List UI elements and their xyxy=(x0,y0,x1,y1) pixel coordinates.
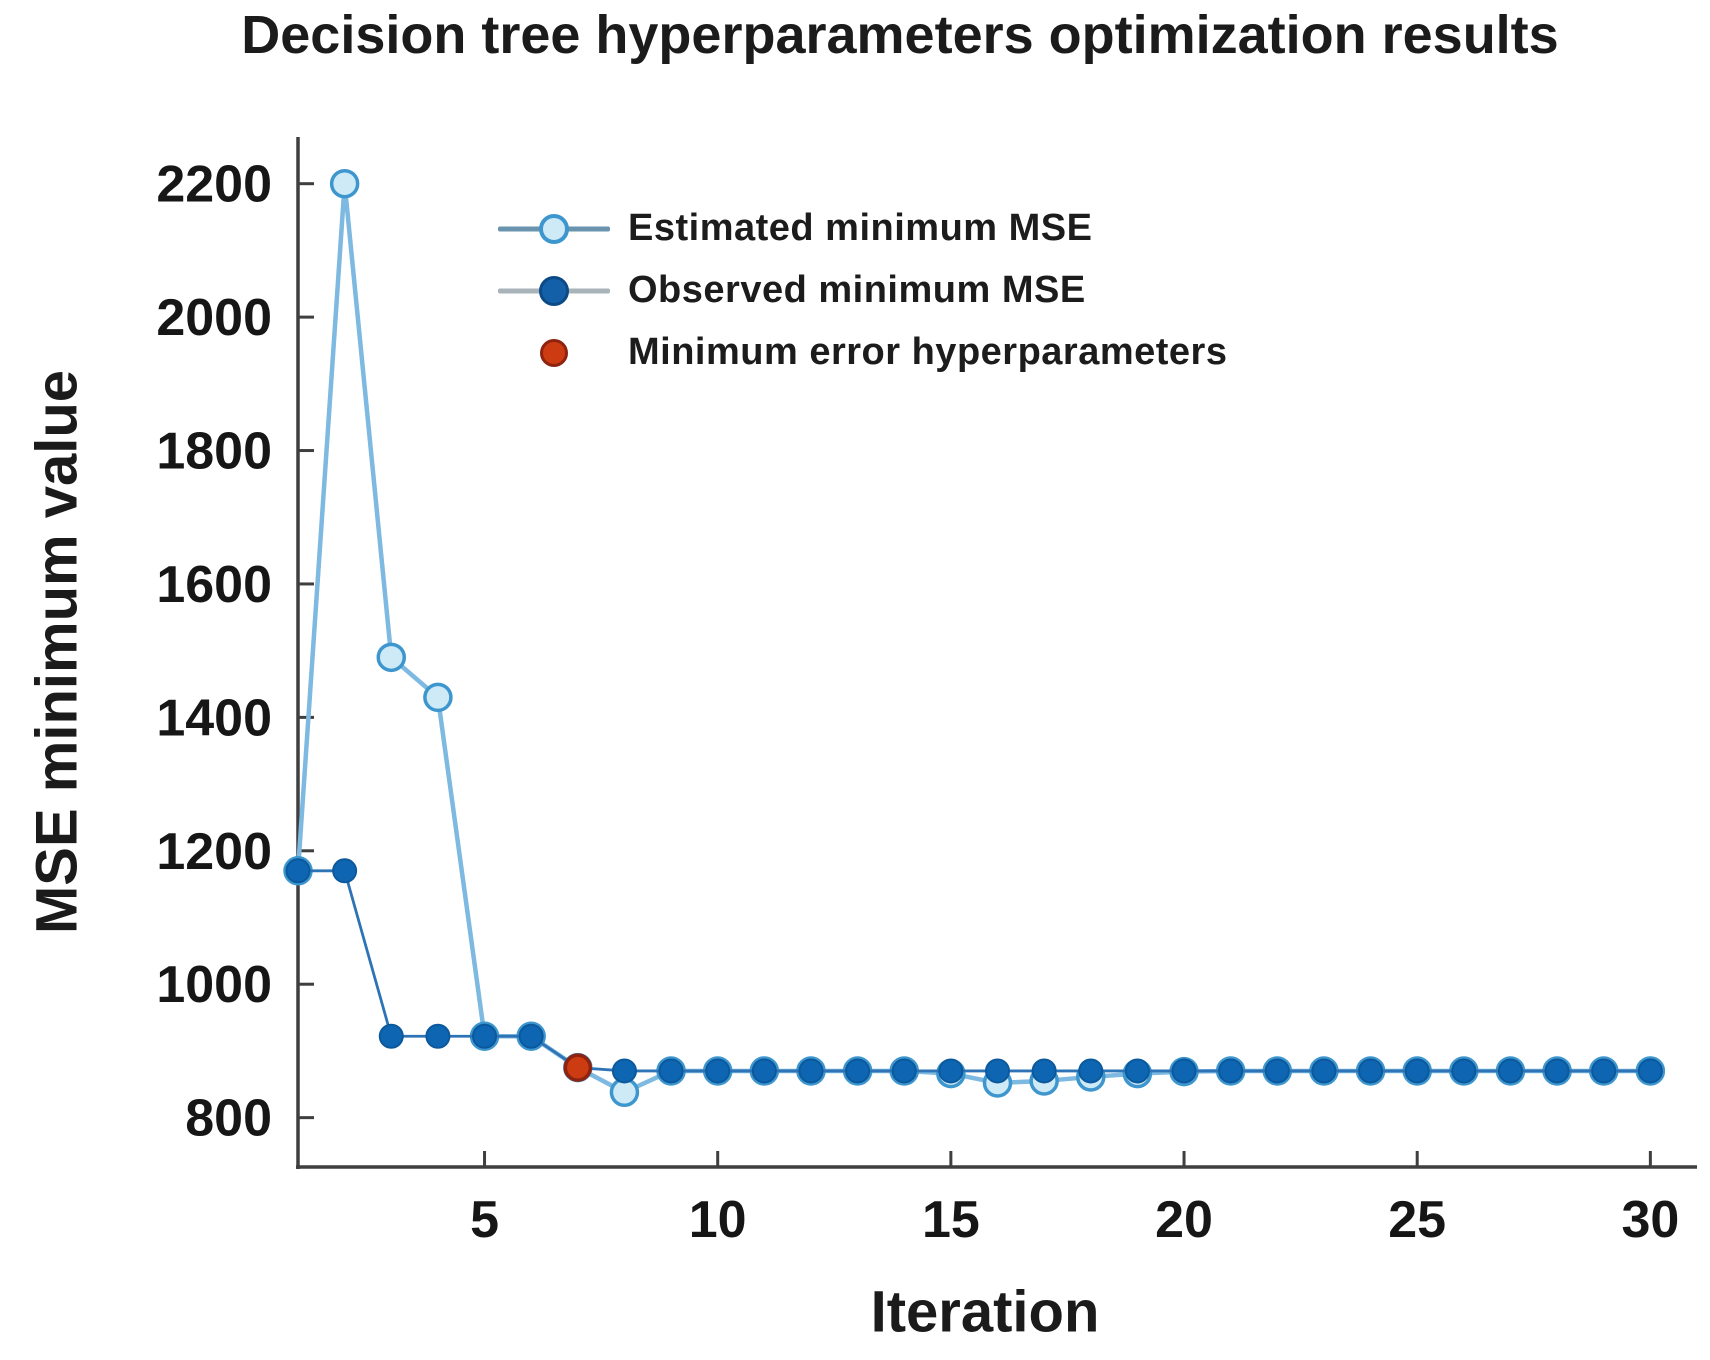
estimated-data-point xyxy=(423,682,453,713)
observed-data-point xyxy=(1078,1058,1104,1084)
y-tick-label: 2200 xyxy=(156,156,272,214)
min-error-data-point xyxy=(563,1053,593,1082)
observed-series-swatch-icon xyxy=(498,272,610,310)
legend-label-estimated: Estimated minimum MSE xyxy=(628,207,1093,249)
estimated-data-point xyxy=(376,642,407,673)
observed-data-point xyxy=(1497,1058,1523,1084)
y-tick-label: 1000 xyxy=(156,956,272,1014)
legend-label-observed: Observed minimum MSE xyxy=(628,269,1086,311)
observed-data-point xyxy=(425,1023,451,1049)
observed-data-point xyxy=(1311,1058,1337,1084)
observed-series-line xyxy=(298,869,1651,1073)
observed-data-point xyxy=(1404,1058,1430,1084)
y-tick-label: 2000 xyxy=(156,289,272,347)
x-tick-label: 5 xyxy=(470,1191,499,1249)
estimated-data-point xyxy=(329,168,360,199)
estimated-marker-icon xyxy=(539,213,569,244)
observed-data-point xyxy=(1544,1058,1570,1084)
legend-item-min-error: Minimum error hyperparameters xyxy=(498,326,1227,379)
observed-data-point xyxy=(378,1023,404,1049)
legend-item-observed: Observed minimum MSE xyxy=(498,264,1227,317)
observed-data-point xyxy=(985,1058,1010,1084)
x-tick-label: 15 xyxy=(922,1191,980,1249)
x-tick-label: 30 xyxy=(1621,1191,1679,1249)
min-error-swatch-icon xyxy=(498,334,610,372)
observed-data-point xyxy=(1171,1058,1197,1084)
min-error-marker-icon xyxy=(540,338,568,367)
observed-data-point xyxy=(1124,1058,1150,1084)
x-tick-label: 10 xyxy=(689,1191,747,1249)
observed-data-point xyxy=(1637,1058,1663,1084)
observed-data-point xyxy=(1264,1058,1290,1084)
y-tick-label: 1800 xyxy=(156,423,272,481)
observed-data-point xyxy=(705,1058,731,1084)
observed-data-point xyxy=(518,1023,544,1049)
observed-data-point xyxy=(1591,1058,1617,1084)
y-tick-label: 1400 xyxy=(156,689,272,747)
chart-title: Decision tree hyperparameters optimizati… xyxy=(241,5,1559,65)
observed-data-point xyxy=(332,858,358,884)
legend-label-min-error: Minimum error hyperparameters xyxy=(628,331,1228,373)
x-tick-label: 20 xyxy=(1155,1191,1213,1249)
observed-data-point xyxy=(611,1058,637,1084)
observed-data-point xyxy=(285,858,311,884)
legend-item-estimated: Estimated minimum MSE xyxy=(498,202,1227,255)
observed-data-point xyxy=(1451,1058,1477,1084)
observed-data-point xyxy=(472,1023,498,1049)
observed-data-point xyxy=(891,1058,917,1084)
legend: Estimated minimum MSE Observed minimum M… xyxy=(498,202,1227,379)
y-tick-label: 1600 xyxy=(156,556,272,614)
observed-data-point xyxy=(845,1058,871,1084)
y-tick-label: 1200 xyxy=(156,823,272,881)
observed-data-point xyxy=(751,1058,777,1084)
observed-data-point xyxy=(1218,1058,1244,1084)
observed-data-point xyxy=(938,1058,964,1084)
x-tick-label: 25 xyxy=(1388,1191,1446,1249)
x-axis-label: Iteration xyxy=(870,1279,1100,1345)
observed-data-point xyxy=(658,1058,684,1084)
observed-data-point xyxy=(798,1058,824,1084)
estimated-series-swatch-icon xyxy=(498,210,610,248)
observed-marker-icon xyxy=(539,275,569,306)
observed-data-point xyxy=(1358,1058,1384,1084)
observed-data-point xyxy=(1031,1058,1057,1084)
y-tick-label: 800 xyxy=(185,1090,272,1148)
